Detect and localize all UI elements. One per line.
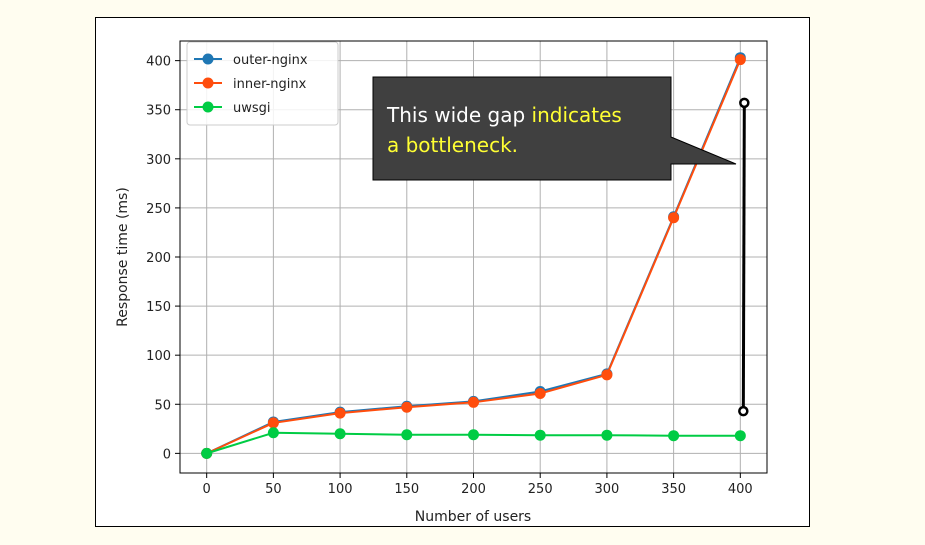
legend-marker-outer-nginx — [202, 53, 214, 65]
chart-frame: 0 50 100 150 200 250 300 350 400 0 50 100 150 200 250… — [95, 17, 810, 527]
uwsgi-point — [601, 429, 613, 441]
y-axis-label: Response time (ms) — [115, 187, 131, 327]
legend-label-outer-nginx: outer-nginx — [233, 53, 308, 68]
uwsgi-point — [401, 429, 413, 441]
x-tick-label: 200 — [461, 482, 486, 497]
inner-nginx-point — [534, 387, 546, 399]
line-chart: 0 50 100 150 200 250 300 350 400 0 50 100 150 200 250… — [115, 40, 768, 525]
y-tick-label: 0 — [163, 447, 171, 462]
y-tick-label: 300 — [146, 153, 171, 168]
series-layer — [201, 52, 746, 459]
y-tick-label: 200 — [146, 251, 171, 266]
x-tick-label: 100 — [328, 482, 353, 497]
y-tick-label: 400 — [146, 55, 171, 70]
x-tick-label: 400 — [728, 482, 753, 497]
inner-nginx-point — [468, 396, 479, 408]
callout-text-highlight-1: indicates — [532, 103, 622, 127]
x-tick-label: 150 — [394, 482, 419, 497]
annotation-callout: This wide gap indicates a bottleneck. — [372, 76, 750, 417]
uwsgi-point — [201, 447, 213, 459]
x-tick-label: 50 — [265, 482, 282, 497]
callout-line-2: a bottleneck. — [387, 133, 518, 157]
x-axis-ticks: 0 50 100 150 200 250 300 350 400 — [203, 473, 753, 497]
inner-nginx-point — [267, 417, 279, 429]
uwsgi-point — [267, 427, 279, 439]
inner-nginx-point — [334, 407, 346, 419]
inner-nginx-point — [401, 401, 413, 413]
uwsgi-point — [334, 428, 346, 440]
uwsgi-point — [534, 429, 546, 441]
legend-label-inner-nginx: inner-nginx — [233, 77, 307, 92]
callout-text-highlight-2: a bottleneck. — [387, 133, 518, 157]
callout-box — [372, 76, 737, 181]
uwsgi-point — [468, 429, 479, 441]
legend: outer-nginx inner-nginx uwsgi — [186, 41, 339, 126]
x-tick-label: 250 — [528, 482, 553, 497]
y-axis-ticks: 0 50 100 150 200 250 300 350 400 — [146, 55, 180, 462]
inner-nginx-point — [734, 54, 746, 66]
y-tick-label: 350 — [146, 104, 171, 119]
uwsgi-point — [668, 430, 680, 442]
x-axis-label: Number of users — [415, 509, 531, 525]
y-tick-label: 150 — [146, 300, 171, 315]
legend-label-uwsgi: uwsgi — [233, 101, 271, 116]
callout-text-plain: This wide gap — [386, 103, 532, 127]
inner-nginx-point — [668, 212, 680, 224]
plot-area-border — [179, 40, 768, 474]
y-tick-label: 50 — [154, 398, 171, 413]
gap-marker-top — [739, 97, 750, 109]
legend-marker-inner-nginx — [202, 77, 214, 89]
x-tick-label: 0 — [203, 482, 211, 497]
x-tick-label: 350 — [661, 482, 686, 497]
callout-line-1: This wide gap indicates — [386, 103, 622, 127]
legend-marker-uwsgi — [202, 101, 214, 113]
y-tick-label: 250 — [146, 202, 171, 217]
x-tick-label: 300 — [594, 482, 619, 497]
gap-marker-bottom — [738, 405, 749, 417]
uwsgi-point — [734, 430, 746, 442]
inner-nginx-point — [601, 369, 613, 381]
gap-marker-line — [741, 102, 746, 412]
y-tick-label: 100 — [146, 349, 171, 364]
